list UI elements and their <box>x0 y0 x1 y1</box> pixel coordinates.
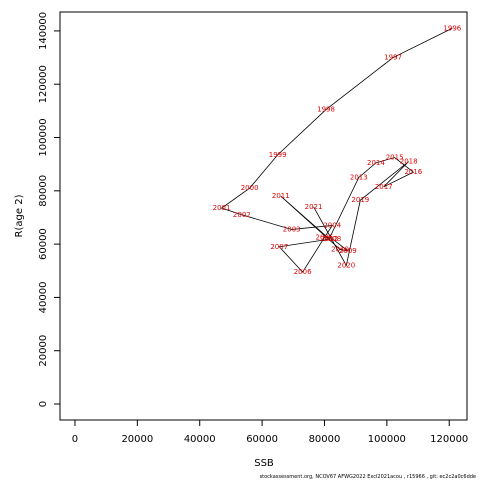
point-label: 2021 <box>305 203 323 211</box>
point-label: 2013 <box>350 173 368 181</box>
x-tick-label: 0 <box>72 434 78 445</box>
point-label: 1998 <box>317 106 335 114</box>
point-label: 2005 <box>316 233 334 241</box>
y-tick-label: 100000 <box>38 118 49 156</box>
point-label: 2018 <box>400 158 418 166</box>
y-tick-label: 140000 <box>38 12 49 50</box>
point-label: 2003 <box>283 225 301 233</box>
point-label: 1997 <box>384 54 402 62</box>
point-label: 2010 <box>331 245 349 253</box>
point-label: 2014 <box>367 159 385 167</box>
point-label: 2020 <box>337 261 355 269</box>
point-label: 1999 <box>269 151 287 159</box>
point-label: 2001 <box>213 204 231 212</box>
point-label: 2011 <box>272 192 290 200</box>
point-label: 2002 <box>233 211 251 219</box>
point-label: 1996 <box>443 24 461 32</box>
x-axis-label: SSB <box>254 458 274 469</box>
y-tick-label: 60000 <box>38 228 49 260</box>
point-label: 2006 <box>294 268 312 276</box>
x-tick-label: 100000 <box>368 434 406 445</box>
point-label: 2016 <box>404 168 422 176</box>
path-line <box>220 27 453 273</box>
point-label: 2000 <box>241 184 259 192</box>
point-label: 2017 <box>375 183 393 191</box>
x-tick-label: 80000 <box>309 434 341 445</box>
x-tick-label: 20000 <box>121 434 153 445</box>
y-tick-label: 0 <box>38 401 49 407</box>
y-tick-label: 80000 <box>38 175 49 207</box>
point-label: 2004 <box>323 221 341 229</box>
plot-box <box>59 11 468 421</box>
point-label: 2008 <box>323 235 341 243</box>
point-label: 2007 <box>270 243 288 251</box>
x-tick-label: 40000 <box>184 434 216 445</box>
y-tick-label: 40000 <box>38 282 49 314</box>
y-tick-label: 20000 <box>38 335 49 367</box>
point-label: 2019 <box>351 196 369 204</box>
point-label: 2012 <box>320 235 338 243</box>
footer: stockassessment.org, NCOV67 AFWG2022 Exc… <box>260 474 476 480</box>
point-label: 2009 <box>339 247 357 255</box>
x-tick-label: 120000 <box>430 434 468 445</box>
y-axis-label: R(age 2) <box>14 194 25 237</box>
x-tick-label: 60000 <box>246 434 278 445</box>
y-tick-label: 120000 <box>38 65 49 103</box>
point-label: 2015 <box>386 154 404 162</box>
